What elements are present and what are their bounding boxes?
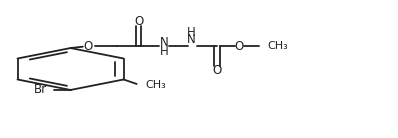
Text: H: H [187, 26, 196, 39]
Text: O: O [234, 39, 244, 53]
Text: O: O [84, 39, 93, 53]
Text: O: O [213, 64, 222, 77]
Text: N: N [160, 36, 169, 49]
Text: Br: Br [34, 83, 47, 96]
Text: N: N [187, 33, 196, 46]
Text: H: H [160, 45, 169, 58]
Text: CH₃: CH₃ [146, 80, 166, 90]
Text: CH₃: CH₃ [267, 41, 288, 51]
Text: O: O [134, 15, 143, 28]
